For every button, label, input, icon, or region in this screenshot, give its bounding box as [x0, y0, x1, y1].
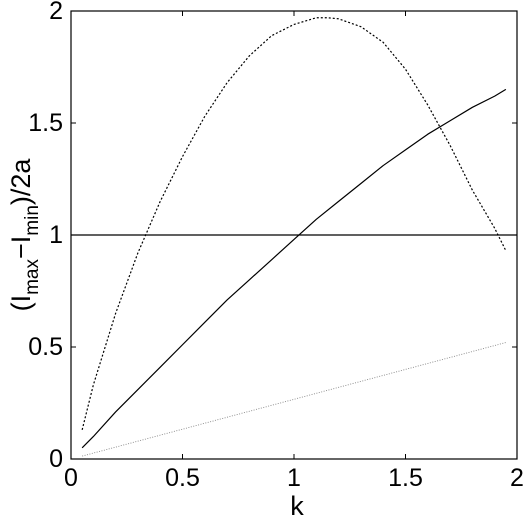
y-label-sub-max: max	[22, 259, 43, 295]
y-label-mid: −I	[6, 236, 36, 259]
y-tick-label: 0	[49, 445, 63, 473]
series-line-1	[81, 17, 507, 431]
x-tick-label: 1	[287, 464, 301, 492]
tick-layer: 0 0.5 1 1.5 2 0 0.5 1 1.5 2	[28, 0, 524, 492]
y-tick-label: 2	[49, 0, 63, 25]
series-line-2	[81, 88, 507, 449]
x-tick-label: 1.5	[388, 464, 423, 492]
series-line-4	[82, 342, 506, 457]
y-label-sub-min: min	[22, 205, 43, 236]
y-tick-label: 1	[49, 221, 63, 249]
series-layer	[71, 17, 517, 457]
x-tick-label: 2	[510, 464, 524, 492]
y-axis-label: (Imax−Imin)/2a	[6, 158, 43, 312]
y-tick-label: 0.5	[28, 333, 63, 361]
x-tick-label: 0	[64, 464, 78, 492]
y-tick-label: 1.5	[28, 109, 63, 137]
y-label-open: (I	[6, 295, 36, 312]
x-axis-label: k	[290, 491, 304, 519]
y-label-close: )/2a	[6, 158, 36, 206]
x-tick-label: 0.5	[165, 464, 200, 492]
